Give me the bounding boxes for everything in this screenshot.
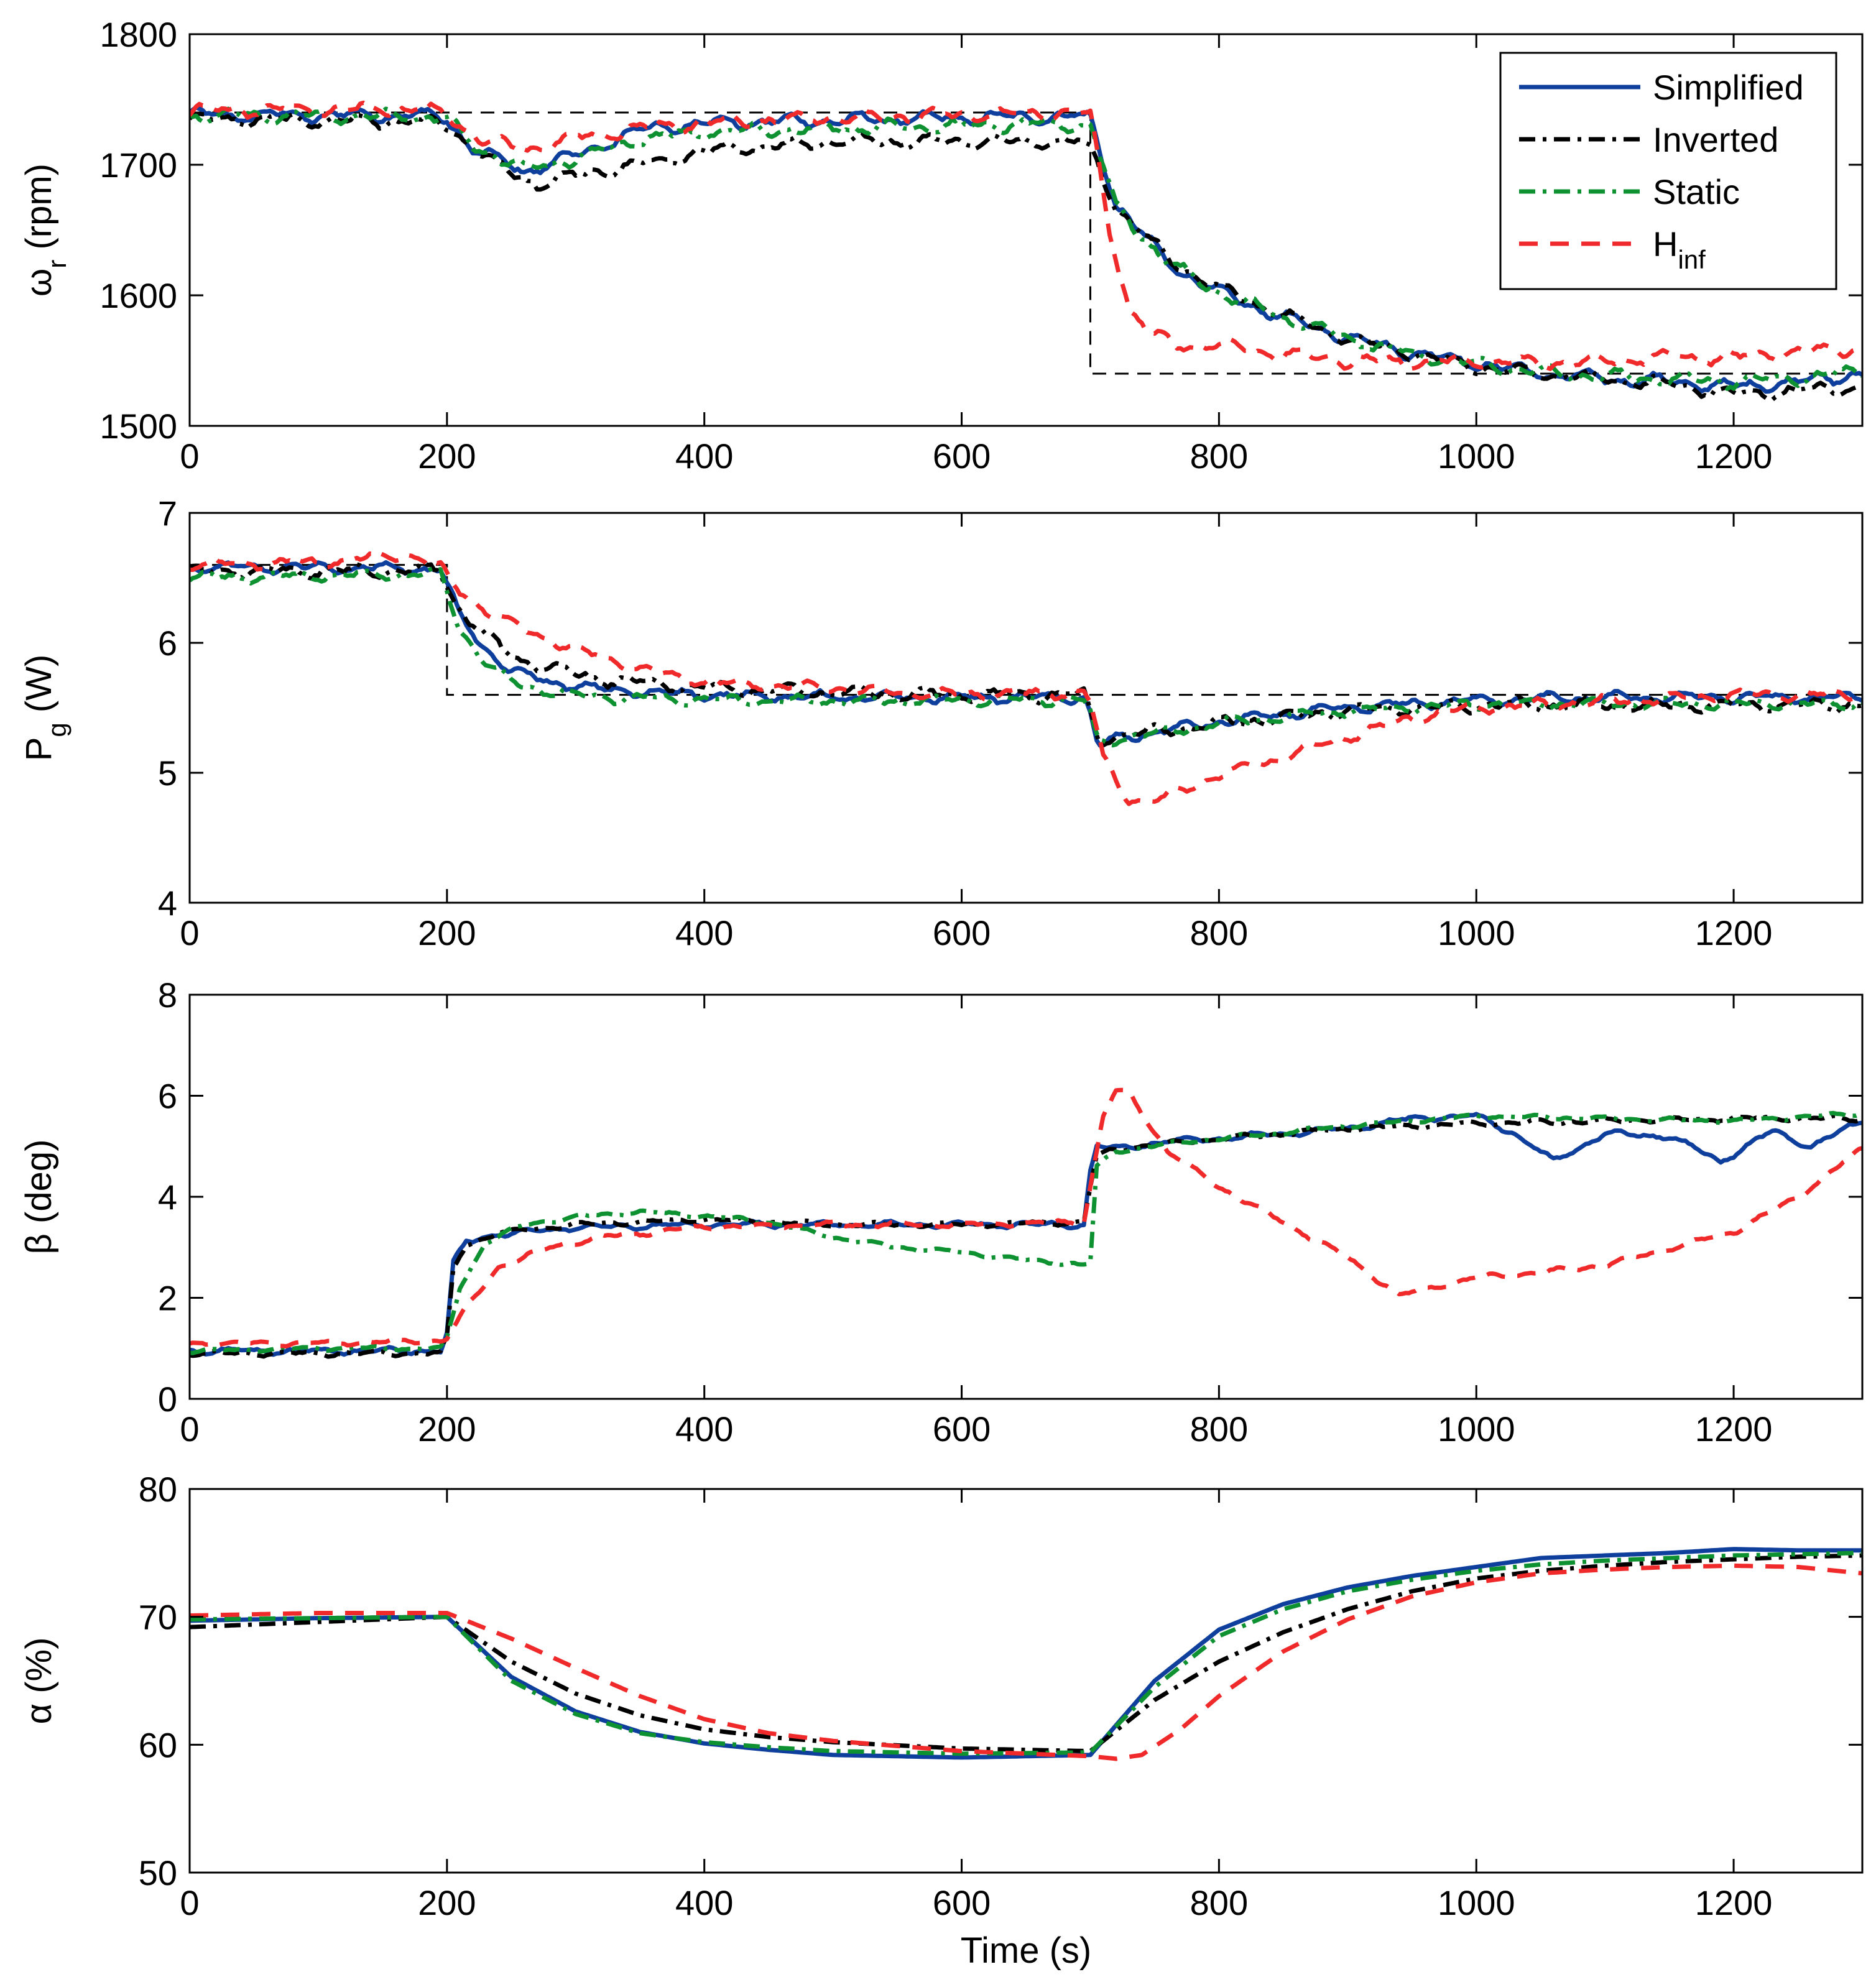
series-line-simplified xyxy=(190,1547,1862,1760)
y-tick-label: 1800 xyxy=(99,15,177,54)
series-line-h-inf xyxy=(190,548,1862,806)
y-tick-label: 80 xyxy=(139,1470,177,1509)
x-tick-label: 800 xyxy=(1190,436,1248,476)
axes-frame xyxy=(188,512,1864,904)
x-tick-label: 0 xyxy=(180,1883,199,1922)
axes-frame xyxy=(188,993,1864,1400)
axes-frame xyxy=(188,1488,1864,1874)
x-tick-label: 200 xyxy=(418,1409,476,1449)
x-tick-label: 400 xyxy=(675,436,733,476)
series-line-static xyxy=(190,106,1862,391)
x-tick-label: 0 xyxy=(180,436,199,476)
series-line-h-inf xyxy=(190,1087,1862,1348)
y-tick-label: 1500 xyxy=(99,407,177,446)
series-line-inverted xyxy=(190,1553,1862,1754)
y-tick-label: 7 xyxy=(158,494,177,533)
y-tick-label: 6 xyxy=(158,1077,177,1116)
legend-label: Inverted xyxy=(1653,120,1778,159)
x-tick-label: 800 xyxy=(1190,913,1248,952)
y-tick-label: 8 xyxy=(158,975,177,1015)
y-tick-label: 50 xyxy=(139,1853,177,1892)
x-tick-label: 600 xyxy=(933,1409,991,1449)
legend: Simplified Inverted Static Hinf xyxy=(1499,52,1837,290)
x-tick-label: 1200 xyxy=(1695,1409,1773,1449)
x-tick-label: 1000 xyxy=(1438,1883,1515,1922)
plot-area xyxy=(190,1547,1862,1761)
x-tick-label: 400 xyxy=(675,1409,733,1449)
reference-line xyxy=(190,564,1862,696)
x-tick-label: 1000 xyxy=(1438,1409,1515,1449)
axes-frame xyxy=(188,33,1864,427)
x-tick-label: 400 xyxy=(675,913,733,952)
series-line-simplified xyxy=(190,560,1862,748)
x-tick-label: 800 xyxy=(1190,1883,1248,1922)
y-tick-label: 6 xyxy=(158,624,177,663)
series-line-inverted xyxy=(190,560,1862,748)
plot-area xyxy=(190,100,1862,403)
x-tick-label: 600 xyxy=(933,1883,991,1922)
series-line-simplified xyxy=(190,1112,1862,1357)
x-tick-label: 400 xyxy=(675,1883,733,1922)
plot-area xyxy=(190,548,1862,806)
series-line-h-inf xyxy=(190,100,1862,372)
y-tick-label: 70 xyxy=(139,1598,177,1637)
panel-1: 0 200 400 600 800 1000 1200 1500 1600 1700 1800 ωr … xyxy=(19,15,1864,476)
y-tick-label: 2 xyxy=(158,1279,177,1318)
panel-4: 0 200 400 600 800 1000 1200 50 60 70 80 α (%) Time (… xyxy=(19,1470,1864,1971)
legend-label: Static xyxy=(1653,172,1740,211)
y-tick-label: 0 xyxy=(158,1380,177,1419)
y-tick-label: 1600 xyxy=(99,276,177,315)
y-axis-label: Pg (W) xyxy=(19,655,72,762)
x-tick-label: 200 xyxy=(418,436,476,476)
x-tick-label: 200 xyxy=(418,1883,476,1922)
series-line-static xyxy=(190,565,1862,748)
x-tick-label: 1000 xyxy=(1438,913,1515,952)
x-tick-label: 600 xyxy=(933,913,991,952)
x-tick-label: 600 xyxy=(933,436,991,476)
x-tick-label: 0 xyxy=(180,913,199,952)
x-axis-label: Time (s) xyxy=(961,1930,1091,1971)
y-axis-label: ωr (rpm) xyxy=(19,164,72,297)
x-tick-label: 0 xyxy=(180,1409,199,1449)
legend-label: Simplified xyxy=(1653,68,1804,107)
series-line-h-inf xyxy=(190,1563,1862,1761)
series-line-static xyxy=(190,1110,1862,1355)
panel-2: 0 200 400 600 800 1000 1200 4 5 6 7 Pg (W) xyxy=(19,494,1864,952)
x-tick-label: 800 xyxy=(1190,1409,1248,1449)
series-line-inverted xyxy=(190,111,1862,403)
series-line-static xyxy=(190,1551,1862,1756)
x-tick-label: 200 xyxy=(418,913,476,952)
x-tick-label: 1200 xyxy=(1695,1883,1773,1922)
panel-3: 0 200 400 600 800 1000 1200 0 2 4 6 8 β (deg) xyxy=(19,975,1864,1449)
y-tick-label: 5 xyxy=(158,754,177,793)
legend-label: Hinf xyxy=(1653,224,1706,274)
y-axis-label: α (%) xyxy=(19,1638,59,1725)
series-line-inverted xyxy=(190,1113,1862,1359)
y-axis-label: β (deg) xyxy=(19,1140,59,1255)
x-tick-label: 1000 xyxy=(1438,436,1515,476)
legend-box xyxy=(1499,52,1837,290)
plot-area xyxy=(190,1087,1862,1359)
x-tick-label: 1200 xyxy=(1695,913,1773,952)
y-tick-label: 1700 xyxy=(99,145,177,185)
x-tick-label: 1200 xyxy=(1695,436,1773,476)
y-tick-label: 60 xyxy=(139,1725,177,1764)
y-tick-label: 4 xyxy=(158,883,177,923)
y-tick-label: 4 xyxy=(158,1178,177,1217)
